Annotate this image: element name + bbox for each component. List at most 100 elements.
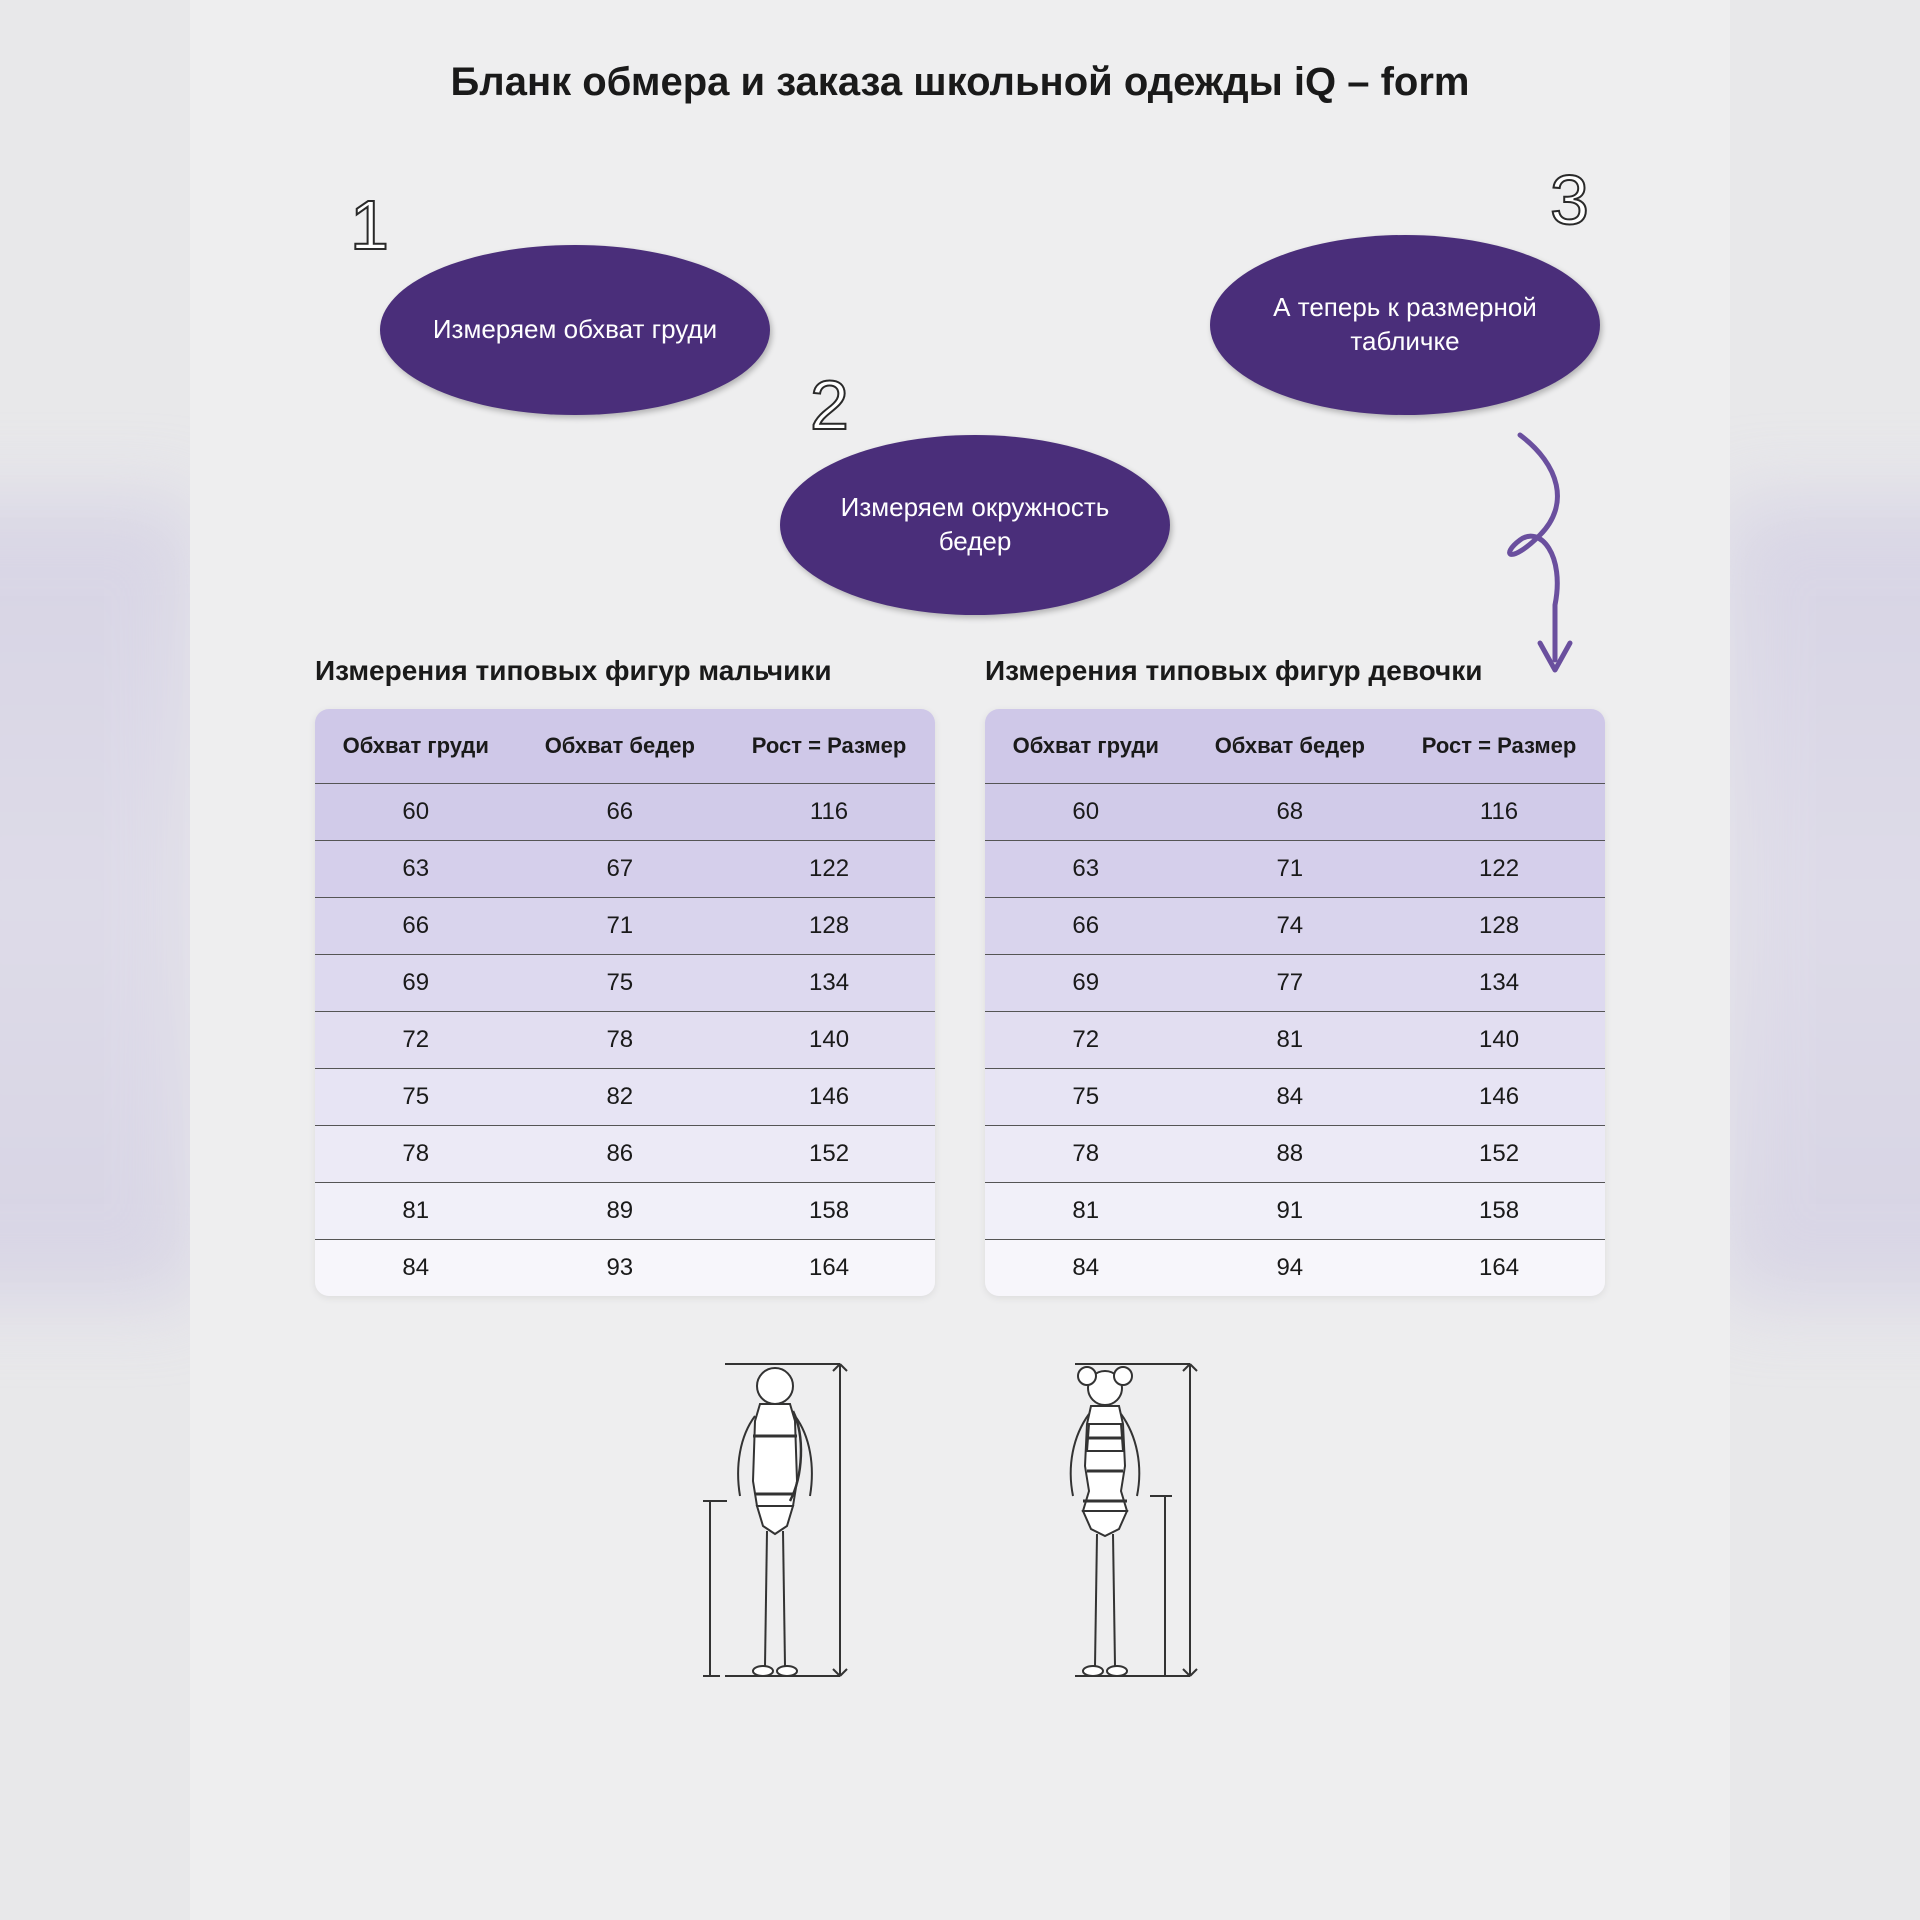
table-cell: 152 [1393,1126,1605,1183]
boy-figure-icon [675,1346,915,1686]
table-cell: 122 [1393,841,1605,898]
table-cell: 164 [1393,1240,1605,1297]
table-cell: 71 [1187,841,1394,898]
table-cell: 91 [1187,1183,1394,1240]
table-cell: 75 [985,1069,1187,1126]
girls-table-block: Измерения типовых фигур девочки Обхват г… [985,655,1605,1296]
table-cell: 71 [517,898,724,955]
table-cell: 68 [1187,784,1394,841]
table-cell: 60 [985,784,1187,841]
table-cell: 63 [985,841,1187,898]
table-cell: 122 [723,841,935,898]
table-cell: 74 [1187,898,1394,955]
table-cell: 75 [315,1069,517,1126]
table-cell: 66 [517,784,724,841]
table-cell: 69 [315,955,517,1012]
table-cell: 152 [723,1126,935,1183]
table-cell: 84 [985,1240,1187,1297]
table-row: 7886152 [315,1126,935,1183]
table-cell: 128 [723,898,935,955]
table-cell: 116 [1393,784,1605,841]
table-cell: 60 [315,784,517,841]
steps-diagram: 1 Измеряем обхват груди 2 Измеряем окруж… [250,155,1670,635]
table-cell: 158 [1393,1183,1605,1240]
page-title: Бланк обмера и заказа школьной одежды iQ… [250,60,1670,105]
table-cell: 78 [315,1126,517,1183]
table-header: Обхват бедер [517,709,724,784]
step-text-2: Измеряем окружность бедер [810,491,1140,559]
table-cell: 78 [985,1126,1187,1183]
table-cell: 116 [723,784,935,841]
table-cell: 66 [985,898,1187,955]
curly-arrow-icon [1480,425,1600,685]
table-row: 7584146 [985,1069,1605,1126]
table-cell: 158 [723,1183,935,1240]
table-row: 8189158 [315,1183,935,1240]
step-ellipse-3: А теперь к размерной табличке [1210,235,1600,415]
table-cell: 72 [985,1012,1187,1069]
table-row: 6066116 [315,784,935,841]
table-cell: 146 [1393,1069,1605,1126]
table-row: 7582146 [315,1069,935,1126]
step-number-1: 1 [350,185,389,265]
step-ellipse-2: Измеряем окружность бедер [780,435,1170,615]
boys-table-block: Измерения типовых фигур мальчики Обхват … [315,655,935,1296]
table-cell: 84 [315,1240,517,1297]
table-row: 7278140 [315,1012,935,1069]
table-header: Обхват груди [985,709,1187,784]
body-figures [250,1346,1670,1686]
table-cell: 81 [315,1183,517,1240]
table-row: 6975134 [315,955,935,1012]
table-cell: 89 [517,1183,724,1240]
boys-table-title: Измерения типовых фигур мальчики [315,655,935,687]
table-cell: 78 [517,1012,724,1069]
table-cell: 63 [315,841,517,898]
infographic-page: Бланк обмера и заказа школьной одежды iQ… [190,0,1730,1920]
table-row: 6068116 [985,784,1605,841]
step-text-1: Измеряем обхват груди [433,313,717,347]
step-number-3: 3 [1550,160,1589,240]
table-row: 6977134 [985,955,1605,1012]
step-ellipse-1: Измеряем обхват груди [380,245,770,415]
table-cell: 86 [517,1126,724,1183]
step-text-3: А теперь к размерной табличке [1240,291,1570,359]
table-header: Рост = Размер [1393,709,1605,784]
table-header: Рост = Размер [723,709,935,784]
step-number-2: 2 [810,365,849,445]
table-cell: 66 [315,898,517,955]
table-row: 6671128 [315,898,935,955]
table-cell: 94 [1187,1240,1394,1297]
table-cell: 81 [985,1183,1187,1240]
table-cell: 128 [1393,898,1605,955]
table-header: Обхват бедер [1187,709,1394,784]
table-row: 6674128 [985,898,1605,955]
table-cell: 72 [315,1012,517,1069]
table-row: 7888152 [985,1126,1605,1183]
table-row: 7281140 [985,1012,1605,1069]
table-cell: 82 [517,1069,724,1126]
table-cell: 146 [723,1069,935,1126]
table-row: 6367122 [315,841,935,898]
table-cell: 164 [723,1240,935,1297]
table-cell: 77 [1187,955,1394,1012]
table-cell: 134 [723,955,935,1012]
table-row: 8493164 [315,1240,935,1297]
table-row: 6371122 [985,841,1605,898]
boys-table: Обхват грудиОбхват бедерРост = Размер 60… [315,709,935,1296]
table-cell: 67 [517,841,724,898]
table-cell: 93 [517,1240,724,1297]
table-cell: 134 [1393,955,1605,1012]
table-row: 8494164 [985,1240,1605,1297]
table-header: Обхват груди [315,709,517,784]
table-cell: 140 [1393,1012,1605,1069]
table-cell: 140 [723,1012,935,1069]
table-cell: 88 [1187,1126,1394,1183]
tables-row: Измерения типовых фигур мальчики Обхват … [250,655,1670,1296]
table-cell: 75 [517,955,724,1012]
girl-figure-icon [1005,1346,1245,1686]
girls-table: Обхват грудиОбхват бедерРост = Размер 60… [985,709,1605,1296]
table-cell: 69 [985,955,1187,1012]
table-cell: 81 [1187,1012,1394,1069]
table-row: 8191158 [985,1183,1605,1240]
table-cell: 84 [1187,1069,1394,1126]
